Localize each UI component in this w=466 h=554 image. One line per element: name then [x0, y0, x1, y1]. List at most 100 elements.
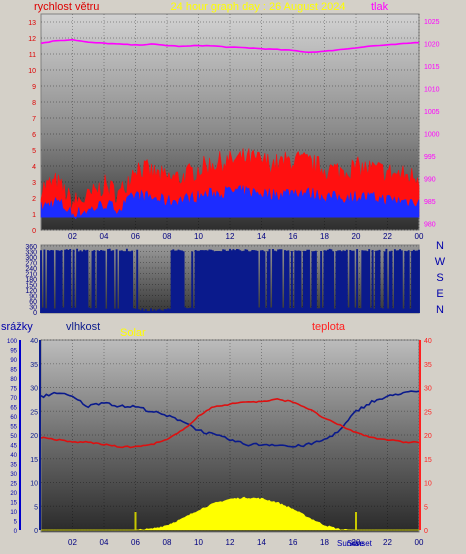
wind-speed-tick-label: 5 [32, 148, 36, 155]
pressure-axis-label: tlak [371, 1, 389, 13]
time-tick-label: 14 [257, 232, 266, 241]
direction-tick-label: 300 [25, 255, 37, 262]
wind-speed-axis-label: rychlost větru [34, 1, 99, 13]
pressure-tick-label: 1020 [424, 41, 440, 48]
lower-time-tick-label: 08 [163, 538, 172, 547]
rain-tick-label: 80 [10, 377, 17, 383]
wind-speed-tick-label: 1 [32, 212, 36, 219]
rain-tick-label: 50 [10, 434, 17, 440]
pressure-tick-label: 995 [424, 154, 436, 161]
direction-tick-label: 360 [25, 244, 37, 251]
humidity-tick-label: 25 [30, 409, 38, 416]
direction-tick-label: 150 [25, 283, 37, 290]
rain-tick-label: 60 [10, 415, 17, 421]
wind-speed-tick-label: 0 [32, 228, 36, 235]
sunset-label: Sunset [347, 539, 373, 548]
rain-axis-label: srážky [1, 321, 33, 333]
wind-speed-tick-label: 6 [32, 132, 36, 139]
solar-label: Solar [120, 327, 146, 339]
temperature-tick-label: 20 [424, 433, 432, 440]
humidity-tick-label: 10 [30, 481, 38, 488]
pressure-tick-label: 990 [424, 176, 436, 183]
humidity-tick-label: 20 [30, 433, 38, 440]
pressure-tick-label: 1005 [424, 109, 440, 116]
rain-tick-label: 75 [10, 387, 17, 393]
humidity-tick-label: 0 [34, 528, 38, 535]
wind-speed-tick-label: 9 [32, 84, 36, 91]
lower-time-tick-label: 12 [226, 538, 235, 547]
humidity-tick-label: 40 [30, 338, 38, 345]
rain-tick-label: 10 [10, 510, 17, 516]
direction-tick-label: 180 [25, 277, 37, 284]
time-tick-label: 20 [352, 232, 361, 241]
compass-s: S [436, 272, 443, 284]
time-tick-label: 12 [226, 232, 235, 241]
rain-tick-label: 5 [14, 520, 18, 526]
temperature-tick-label: 25 [424, 409, 432, 416]
humidity-tick-label: 5 [34, 504, 38, 511]
lower-time-tick-label: 10 [194, 538, 203, 547]
time-tick-label: 08 [163, 232, 172, 241]
lower-time-tick-label: 22 [383, 538, 392, 547]
rain-humidity-temp-plot-area [40, 339, 420, 533]
direction-tick-label: 270 [25, 261, 37, 268]
wind-speed-tick-label: 10 [28, 68, 36, 75]
direction-tick-label: 240 [25, 266, 37, 273]
lower-time-tick-label: 18 [320, 538, 329, 547]
compass-w: W [435, 256, 446, 268]
time-tick-label: 02 [68, 232, 77, 241]
temperature-tick-label: 30 [424, 386, 432, 393]
pressure-series [40, 38, 420, 54]
temperature-axis-label: teplota [312, 321, 346, 333]
pressure-tick-label: 1000 [424, 131, 440, 138]
temperature-series [40, 397, 420, 449]
compass-n-top: N [436, 240, 444, 252]
rain-tick-label: 65 [10, 406, 17, 412]
rain-tick-label: 100 [7, 339, 18, 345]
chart-title: 24 hour graph day : 26 August 2024 [171, 1, 346, 13]
temperature-tick-label: 15 [424, 457, 432, 464]
rain-tick-label: 95 [10, 349, 17, 355]
rain-tick-label: 70 [10, 396, 17, 402]
humidity-series [40, 390, 420, 448]
wind-speed-tick-label: 7 [32, 116, 36, 123]
wind-speed-tick-label: 11 [29, 52, 36, 59]
time-tick-label: 00 [415, 232, 424, 241]
pressure-tick-label: 1025 [424, 19, 440, 26]
direction-tick-label: 60 [29, 299, 37, 306]
rain-tick-label: 45 [10, 444, 17, 450]
rain-tick-label: 0 [14, 529, 18, 535]
pressure-tick-label: 1010 [424, 86, 440, 93]
rain-tick-label: 35 [10, 463, 17, 469]
temperature-tick-label: 10 [424, 481, 432, 488]
rain-tick-label: 90 [10, 358, 17, 364]
pressure-tick-label: 1015 [424, 64, 440, 71]
rain-tick-label: 85 [10, 368, 17, 374]
direction-tick-label: 30 [29, 305, 37, 312]
compass-n-bottom: N [436, 304, 444, 316]
wind-speed-tick-label: 8 [32, 100, 36, 107]
direction-tick-label: 0 [33, 310, 37, 317]
wind-average-series [40, 184, 420, 220]
rain-tick-label: 20 [10, 491, 17, 497]
pressure-tick-label: 980 [424, 221, 436, 228]
temperature-tick-label: 40 [424, 338, 432, 345]
time-tick-label: 22 [383, 232, 392, 241]
humidity-axis-label: vlhkost [66, 321, 100, 333]
pressure-tick-label: 985 [424, 199, 436, 206]
time-tick-label: 04 [100, 232, 109, 241]
rain-tick-label: 25 [10, 482, 17, 488]
wind-direction-series [40, 248, 420, 313]
compass-e: E [436, 288, 443, 300]
solar-series [41, 496, 419, 531]
humidity-tick-label: 15 [30, 457, 38, 464]
direction-tick-label: 330 [25, 250, 37, 257]
wind-speed-tick-label: 2 [32, 196, 36, 203]
rain-tick-label: 55 [10, 425, 17, 431]
temperature-tick-label: 5 [424, 504, 428, 511]
time-tick-label: 10 [194, 232, 203, 241]
lower-time-tick-label: 02 [68, 538, 77, 547]
lower-time-tick-label: 04 [100, 538, 109, 547]
temperature-tick-label: 0 [424, 528, 428, 535]
